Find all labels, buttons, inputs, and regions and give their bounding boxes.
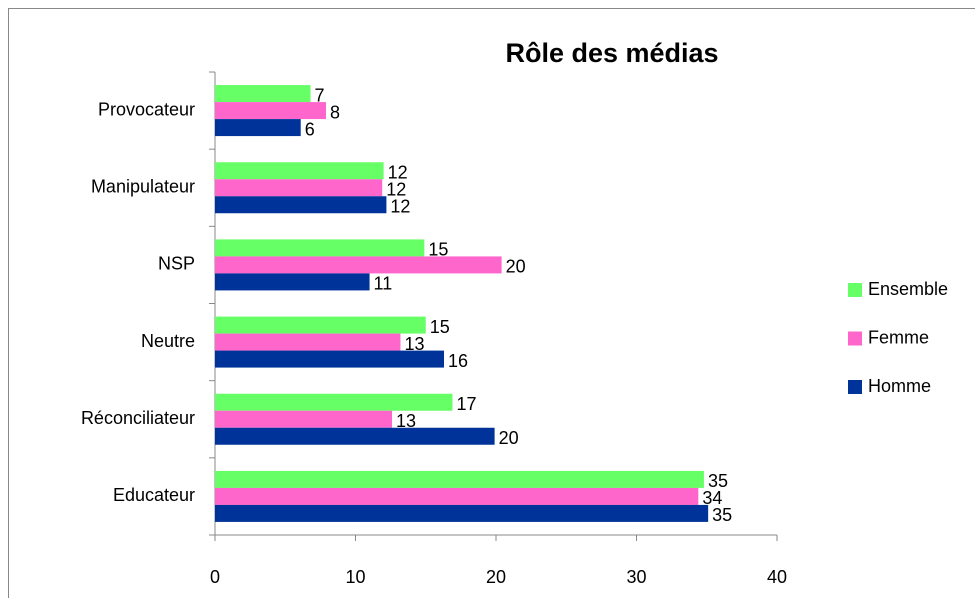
legend-label: Femme xyxy=(868,327,929,347)
bar xyxy=(215,102,326,120)
data-label: 35 xyxy=(708,471,728,491)
chart-title: Rôle des médias xyxy=(505,38,718,68)
x-tick-label: 20 xyxy=(486,567,506,587)
data-label: 13 xyxy=(404,334,424,354)
x-tick-label: 10 xyxy=(345,567,365,587)
data-label: 15 xyxy=(428,240,448,260)
bar xyxy=(215,504,709,522)
legend-swatch xyxy=(848,283,862,297)
legend-swatch xyxy=(848,331,862,346)
data-label: 20 xyxy=(506,257,526,277)
y-tick-label: NSP xyxy=(158,254,195,274)
bar xyxy=(215,119,301,137)
data-label: 6 xyxy=(305,119,315,139)
bar xyxy=(215,256,502,274)
bar xyxy=(215,316,426,334)
bar xyxy=(215,427,495,445)
data-label: 34 xyxy=(702,488,722,508)
bar xyxy=(215,179,383,197)
legend-label: Ensemble xyxy=(868,279,948,299)
bar xyxy=(215,393,453,411)
y-tick-label: Réconciliateur xyxy=(81,408,195,428)
bar xyxy=(215,196,387,214)
x-tick-label: 40 xyxy=(767,567,787,587)
y-tick-label: Provocateur xyxy=(98,99,195,119)
data-label: 12 xyxy=(390,197,410,217)
data-label: 20 xyxy=(499,428,519,448)
data-label: 11 xyxy=(374,274,393,294)
data-label: 15 xyxy=(430,317,450,337)
data-label: 35 xyxy=(712,505,732,525)
data-label: 13 xyxy=(396,411,416,431)
data-label: 17 xyxy=(456,394,476,414)
bar xyxy=(215,333,401,351)
bar xyxy=(215,470,704,488)
legend-label: Homme xyxy=(868,376,931,396)
bar xyxy=(215,162,384,180)
bar xyxy=(215,487,699,505)
y-tick-label: Educateur xyxy=(113,485,195,505)
x-tick-label: 30 xyxy=(626,567,646,587)
data-label: 16 xyxy=(448,351,468,371)
data-label: 7 xyxy=(315,85,325,105)
bar xyxy=(215,410,393,428)
bar xyxy=(215,273,370,291)
legend-swatch xyxy=(848,380,862,394)
bar xyxy=(215,85,311,103)
y-tick-label: Neutre xyxy=(141,331,195,351)
data-label: 12 xyxy=(388,163,408,183)
x-tick-label: 0 xyxy=(210,567,220,587)
bar xyxy=(215,239,425,257)
data-label: 12 xyxy=(386,180,406,200)
y-tick-label: Manipulateur xyxy=(91,177,195,197)
bar xyxy=(215,350,445,368)
data-label: 8 xyxy=(330,102,340,122)
